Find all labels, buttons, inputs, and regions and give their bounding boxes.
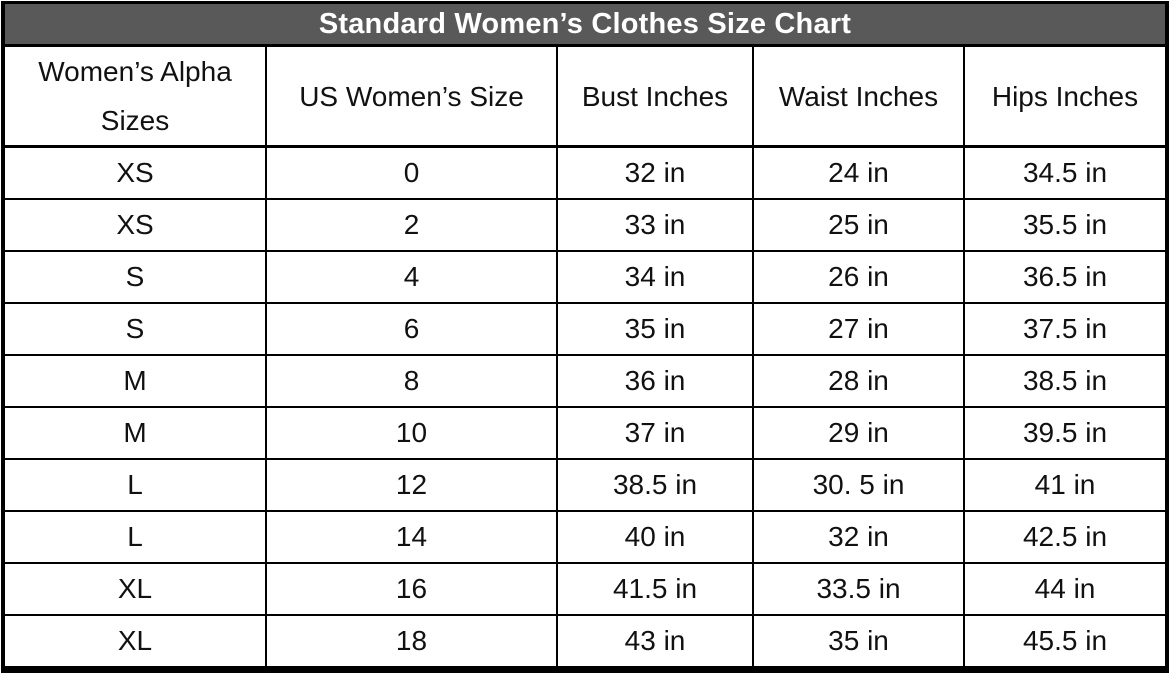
cell-us-size: 14 — [265, 509, 558, 564]
cell-waist: 26 in — [752, 249, 965, 304]
cell-us-size: 10 — [265, 405, 558, 460]
cell-us-size: 2 — [265, 198, 558, 252]
cell-us-size: 16 — [265, 561, 558, 616]
table-row: M 10 37 in 29 in 39.5 in — [2, 405, 1168, 460]
cell-us-size: 0 — [265, 145, 558, 200]
cell-waist: 30. 5 in — [752, 457, 965, 512]
table-row: XS 0 32 in 24 in 34.5 in — [2, 145, 1168, 200]
cell-bust: 32 in — [556, 145, 754, 200]
cell-bust: 41.5 in — [556, 561, 754, 616]
cell-alpha-size: L — [2, 509, 267, 564]
cell-alpha-size: S — [2, 301, 267, 356]
table-row: XS 2 33 in 25 in 35.5 in — [2, 198, 1168, 252]
header-row: Women’s Alpha Sizes US Women’s Size Bust… — [2, 44, 1168, 148]
cell-us-size: 4 — [265, 249, 558, 304]
column-header-bust: Bust Inches — [556, 44, 754, 148]
table-row: S 4 34 in 26 in 36.5 in — [2, 249, 1168, 304]
cell-waist: 29 in — [752, 405, 965, 460]
cell-bust: 37 in — [556, 405, 754, 460]
cell-alpha-size: XS — [2, 198, 267, 252]
cell-us-size: 12 — [265, 457, 558, 512]
table-row: XL 18 43 in 35 in 45.5 in — [2, 613, 1168, 671]
title-row: Standard Women’s Clothes Size Chart — [2, 1, 1168, 47]
cell-us-size: 6 — [265, 301, 558, 356]
column-header-waist: Waist Inches — [752, 44, 965, 148]
cell-waist: 33.5 in — [752, 561, 965, 616]
cell-us-size: 18 — [265, 613, 558, 671]
cell-alpha-size: S — [2, 249, 267, 304]
cell-bust: 38.5 in — [556, 457, 754, 512]
cell-waist: 35 in — [752, 613, 965, 671]
cell-alpha-size: XS — [2, 145, 267, 200]
cell-hips: 35.5 in — [963, 198, 1168, 252]
cell-bust: 33 in — [556, 198, 754, 252]
column-header-us-size: US Women’s Size — [265, 44, 558, 148]
cell-alpha-size: M — [2, 353, 267, 408]
cell-hips: 38.5 in — [963, 353, 1168, 408]
table-row: S 6 35 in 27 in 37.5 in — [2, 301, 1168, 356]
cell-bust: 36 in — [556, 353, 754, 408]
cell-hips: 36.5 in — [963, 249, 1168, 304]
column-header-alpha-sizes: Women’s Alpha Sizes — [2, 44, 267, 148]
chart-title: Standard Women’s Clothes Size Chart — [2, 1, 1168, 47]
cell-bust: 34 in — [556, 249, 754, 304]
cell-alpha-size: XL — [2, 561, 267, 616]
table-row: M 8 36 in 28 in 38.5 in — [2, 353, 1168, 408]
cell-hips: 34.5 in — [963, 145, 1168, 200]
cell-us-size: 8 — [265, 353, 558, 408]
table-row: L 12 38.5 in 30. 5 in 41 in — [2, 457, 1168, 512]
cell-alpha-size: XL — [2, 613, 267, 671]
cell-waist: 25 in — [752, 198, 965, 252]
cell-hips: 37.5 in — [963, 301, 1168, 356]
cell-hips: 39.5 in — [963, 405, 1168, 460]
column-header-hips: Hips Inches — [963, 44, 1168, 148]
cell-bust: 43 in — [556, 613, 754, 671]
cell-hips: 44 in — [963, 561, 1168, 616]
cell-waist: 27 in — [752, 301, 965, 356]
cell-hips: 45.5 in — [963, 613, 1168, 671]
cell-alpha-size: L — [2, 457, 267, 512]
table-row: XL 16 41.5 in 33.5 in 44 in — [2, 561, 1168, 616]
table-body: XS 0 32 in 24 in 34.5 in XS 2 33 in 25 i… — [2, 145, 1168, 671]
table-row: L 14 40 in 32 in 42.5 in — [2, 509, 1168, 564]
cell-waist: 28 in — [752, 353, 965, 408]
cell-hips: 41 in — [963, 457, 1168, 512]
cell-hips: 42.5 in — [963, 509, 1168, 564]
cell-waist: 24 in — [752, 145, 965, 200]
cell-bust: 35 in — [556, 301, 754, 356]
cell-bust: 40 in — [556, 509, 754, 564]
cell-waist: 32 in — [752, 509, 965, 564]
cell-alpha-size: M — [2, 405, 267, 460]
